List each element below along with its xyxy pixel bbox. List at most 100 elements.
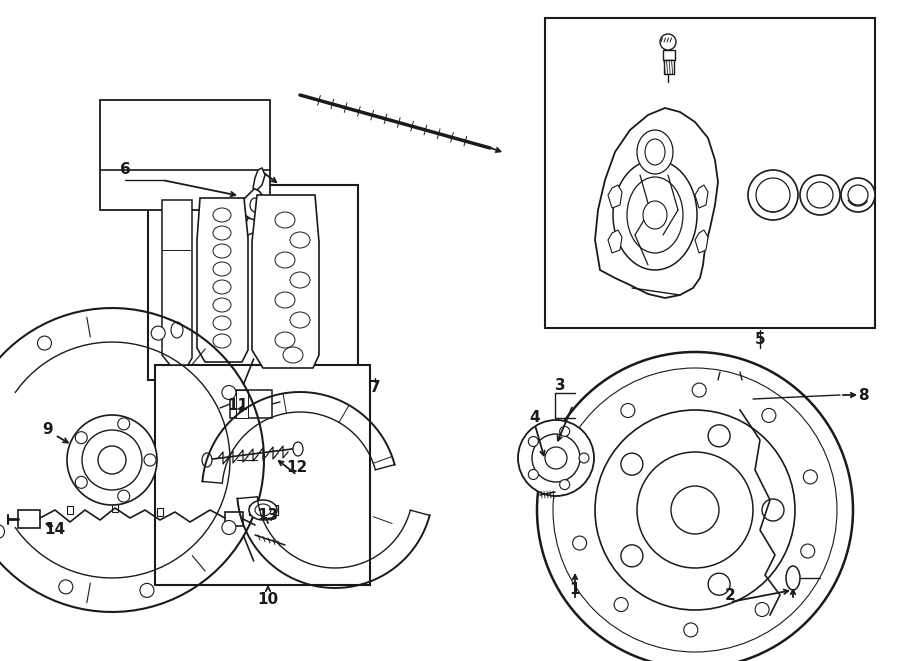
Ellipse shape xyxy=(560,426,570,436)
Ellipse shape xyxy=(528,436,538,447)
Text: 4: 4 xyxy=(530,410,540,426)
Polygon shape xyxy=(595,108,718,298)
Bar xyxy=(664,60,674,74)
Ellipse shape xyxy=(213,262,231,276)
Polygon shape xyxy=(695,230,708,253)
Bar xyxy=(762,618,780,632)
Text: 12: 12 xyxy=(286,461,308,475)
Bar xyxy=(155,365,370,585)
Ellipse shape xyxy=(762,499,784,521)
Polygon shape xyxy=(252,195,319,368)
Ellipse shape xyxy=(645,139,665,165)
Text: 5: 5 xyxy=(755,332,765,348)
Polygon shape xyxy=(608,230,622,253)
Ellipse shape xyxy=(572,536,587,550)
Ellipse shape xyxy=(222,520,236,535)
Text: 2: 2 xyxy=(724,588,735,602)
Ellipse shape xyxy=(98,446,126,474)
Ellipse shape xyxy=(537,352,853,661)
Ellipse shape xyxy=(748,170,798,220)
Ellipse shape xyxy=(293,442,303,456)
Bar xyxy=(718,380,742,390)
Bar xyxy=(67,506,73,514)
Ellipse shape xyxy=(151,326,166,340)
Text: 1: 1 xyxy=(570,582,580,598)
Ellipse shape xyxy=(671,486,719,534)
Ellipse shape xyxy=(786,566,800,590)
Polygon shape xyxy=(243,218,258,235)
Ellipse shape xyxy=(614,598,628,611)
Ellipse shape xyxy=(0,525,4,539)
Ellipse shape xyxy=(621,403,634,418)
Ellipse shape xyxy=(841,178,875,212)
Ellipse shape xyxy=(118,490,130,502)
Bar xyxy=(112,504,118,512)
Ellipse shape xyxy=(290,312,310,328)
Text: 3: 3 xyxy=(554,377,565,393)
Ellipse shape xyxy=(621,545,643,567)
Ellipse shape xyxy=(213,334,231,348)
Ellipse shape xyxy=(171,322,183,338)
Ellipse shape xyxy=(222,385,236,399)
Ellipse shape xyxy=(76,477,87,488)
Ellipse shape xyxy=(545,447,567,469)
Ellipse shape xyxy=(627,177,683,253)
Ellipse shape xyxy=(213,316,231,330)
Polygon shape xyxy=(243,188,268,222)
Ellipse shape xyxy=(213,244,231,258)
Ellipse shape xyxy=(708,425,730,447)
Bar xyxy=(545,18,875,328)
Ellipse shape xyxy=(58,580,73,594)
Text: 14: 14 xyxy=(44,522,66,537)
Ellipse shape xyxy=(213,208,231,222)
Ellipse shape xyxy=(637,452,753,568)
Ellipse shape xyxy=(213,280,231,294)
Ellipse shape xyxy=(202,453,212,467)
Ellipse shape xyxy=(684,623,698,637)
Ellipse shape xyxy=(692,383,706,397)
Bar xyxy=(225,512,243,526)
Bar xyxy=(100,100,270,210)
Ellipse shape xyxy=(660,34,676,50)
Ellipse shape xyxy=(275,212,295,228)
Ellipse shape xyxy=(213,226,231,240)
Text: 6: 6 xyxy=(120,163,130,178)
Polygon shape xyxy=(695,185,708,208)
Ellipse shape xyxy=(82,430,142,490)
Ellipse shape xyxy=(848,185,868,205)
Ellipse shape xyxy=(532,434,580,482)
Ellipse shape xyxy=(621,453,643,475)
Ellipse shape xyxy=(213,298,231,312)
Ellipse shape xyxy=(637,130,673,174)
Bar xyxy=(148,185,358,380)
Ellipse shape xyxy=(67,415,157,505)
Ellipse shape xyxy=(518,420,594,496)
Ellipse shape xyxy=(756,178,790,212)
Text: 7: 7 xyxy=(370,381,381,395)
Ellipse shape xyxy=(140,584,154,598)
Ellipse shape xyxy=(579,453,589,463)
Ellipse shape xyxy=(250,198,260,212)
Ellipse shape xyxy=(801,544,814,558)
Ellipse shape xyxy=(800,175,840,215)
Text: 9: 9 xyxy=(42,422,53,438)
Bar xyxy=(18,510,40,528)
Ellipse shape xyxy=(553,368,837,652)
Polygon shape xyxy=(162,200,192,365)
Polygon shape xyxy=(253,168,265,190)
Text: 11: 11 xyxy=(228,397,248,412)
Polygon shape xyxy=(197,198,248,362)
Ellipse shape xyxy=(807,182,833,208)
Ellipse shape xyxy=(275,292,295,308)
Ellipse shape xyxy=(528,469,538,479)
Ellipse shape xyxy=(708,573,730,595)
Bar xyxy=(249,505,257,515)
Ellipse shape xyxy=(290,272,310,288)
Bar xyxy=(157,508,163,516)
Text: 10: 10 xyxy=(257,592,279,607)
Ellipse shape xyxy=(804,470,817,484)
Ellipse shape xyxy=(595,410,795,610)
Ellipse shape xyxy=(755,602,770,617)
Bar xyxy=(663,50,675,60)
Ellipse shape xyxy=(613,160,697,270)
